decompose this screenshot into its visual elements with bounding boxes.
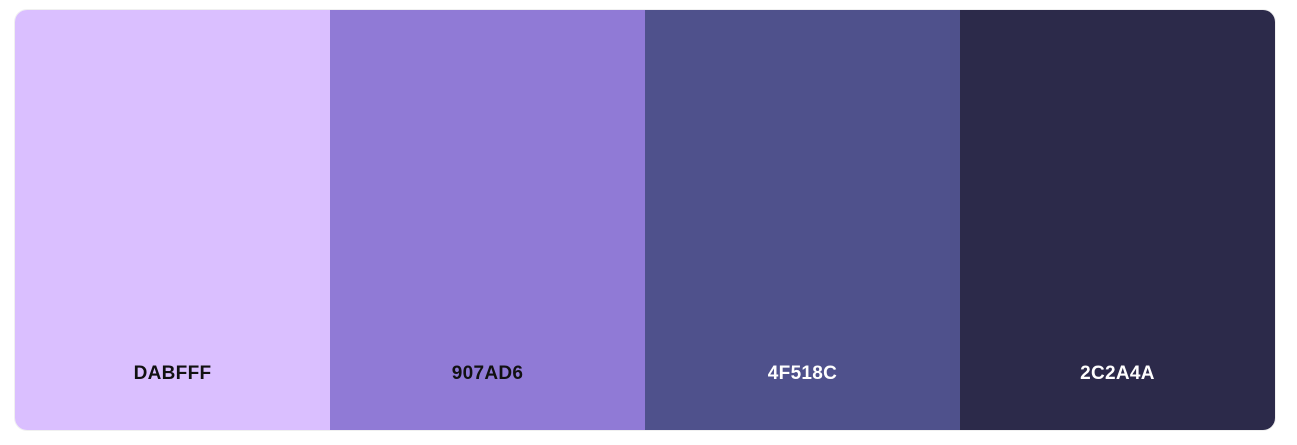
color-swatch-1[interactable]: DABFFF [15, 10, 330, 430]
color-palette: DABFFF 907AD6 4F518C 2C2A4A [15, 10, 1275, 430]
color-swatch-2[interactable]: 907AD6 [330, 10, 645, 430]
swatch-hex-label[interactable]: 2C2A4A [1080, 363, 1155, 384]
color-swatch-4[interactable]: 2C2A4A [960, 10, 1275, 430]
swatch-hex-label[interactable]: DABFFF [133, 363, 212, 384]
swatch-hex-label[interactable]: 907AD6 [451, 363, 524, 384]
swatch-hex-label[interactable]: 4F518C [767, 363, 838, 384]
color-swatch-3[interactable]: 4F518C [645, 10, 960, 430]
